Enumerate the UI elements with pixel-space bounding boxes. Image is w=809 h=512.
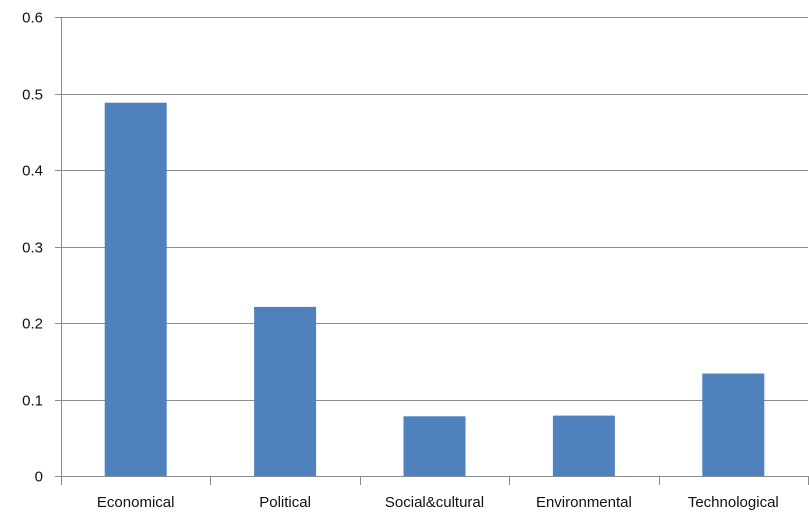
bar-environmental [552, 415, 615, 476]
bar-technological [702, 373, 765, 476]
x-category-label: Environmental [536, 494, 632, 511]
bar-social-cultural [403, 416, 466, 476]
y-axis-ticks: 0 0.1 0.2 0.3 0.4 0.5 0.6 [22, 10, 43, 486]
x-category-label: Economical [97, 494, 175, 511]
y-tick-label: 0.1 [22, 393, 43, 410]
bar-political [254, 306, 317, 476]
y-tick-label: 0.6 [22, 10, 43, 27]
y-tick-label: 0.5 [22, 87, 43, 104]
x-axis-labels: Economical Political Social&cultural Enviro… [97, 494, 779, 511]
y-tick-label: 0 [35, 469, 43, 486]
y-tick-label: 0.4 [22, 163, 43, 180]
bar-economical [104, 102, 167, 476]
x-category-label: Social&cultural [385, 494, 484, 511]
bars [104, 102, 765, 476]
y-tick-label: 0.3 [22, 240, 43, 257]
x-category-label: Technological [688, 494, 779, 511]
gridlines [55, 17, 809, 485]
x-category-label: Political [259, 494, 311, 511]
y-tick-label: 0.2 [22, 316, 43, 333]
